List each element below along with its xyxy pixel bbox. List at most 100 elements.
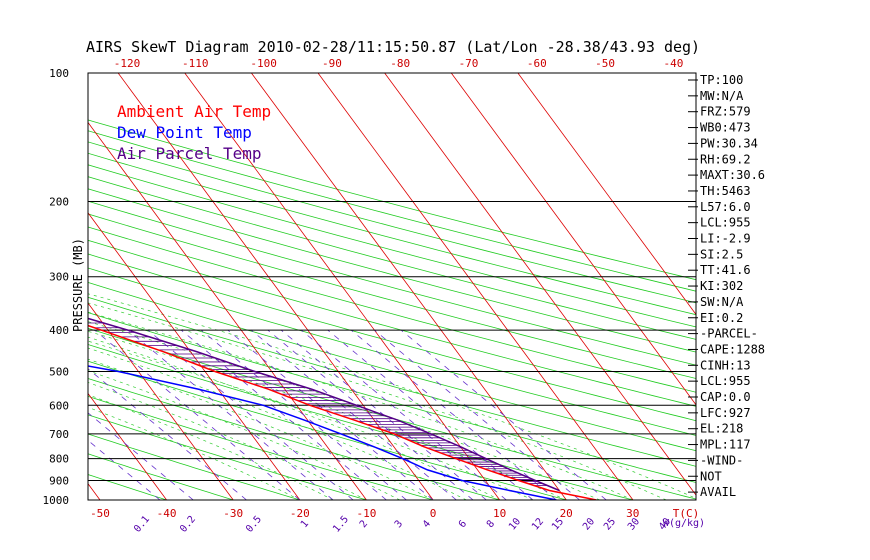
- index-entry: MW:N/A: [700, 89, 744, 103]
- mixing-ratio-tick-label: 0.2: [178, 514, 198, 535]
- mixing-ratio-line: [374, 329, 580, 500]
- pressure-tick-label: 300: [49, 271, 69, 284]
- isotherm-line: [317, 73, 634, 500]
- bottom-temperature-tick-labels: -50 -40 -30 -20 -10 0 10 20 30 T(C): [90, 507, 699, 520]
- index-entry: CAPE:1288: [700, 342, 765, 356]
- index-entry: WB0:473: [700, 121, 751, 135]
- index-entry: SI:2.5: [700, 247, 743, 261]
- bottom-temp-tick-label: 30: [626, 507, 639, 520]
- pressure-tick-labels: 100 200 300 400 500 600 700 800 900 1000: [43, 67, 70, 507]
- mixing-ratio-tick-label: 2: [358, 519, 370, 531]
- dry-adiabat-line: [88, 200, 696, 366]
- dry-adiabat-line: [88, 253, 696, 422]
- moist-adiabat-line: [88, 321, 600, 500]
- bottom-temp-tick-label: -40: [157, 507, 177, 520]
- top-temp-tick-label: -90: [322, 57, 342, 70]
- index-entry: TP:100: [700, 73, 743, 87]
- top-temp-tick-label: -60: [527, 57, 547, 70]
- moist-adiabat-line: [88, 347, 467, 500]
- pressure-tick-label: 800: [49, 453, 69, 466]
- dry-adiabat-line: [88, 188, 696, 353]
- pressure-tick-label: 1000: [43, 494, 70, 507]
- mixing-ratio-tick-label: 25: [602, 516, 618, 532]
- index-entry: LCL:955: [700, 216, 751, 230]
- bottom-temp-tick-label: 0: [430, 507, 437, 520]
- pressure-tick-label: 600: [49, 399, 69, 412]
- top-temperature-tick-labels: -120 -110 -100 -90 -80 -70 -60 -50 -40: [114, 57, 684, 70]
- chart-title: AIRS SkewT Diagram 2010-02-28/11:15:50.8…: [86, 38, 700, 56]
- mixing-ratio-line: [350, 329, 557, 500]
- bottom-temp-tick-label: -10: [356, 507, 376, 520]
- pressure-tick-label: 500: [49, 365, 69, 378]
- mixing-ratio-tick-label: 3: [393, 519, 405, 531]
- dry-adiabat-line: [88, 226, 696, 393]
- legend-entry: Dew Point Temp: [117, 123, 252, 142]
- index-entry: -WIND-: [700, 453, 743, 467]
- index-entry: TH:5463: [700, 184, 751, 198]
- dry-adiabat-line: [88, 152, 696, 316]
- mixing-ratio-line: [300, 329, 507, 500]
- mixing-ratio-line: [88, 412, 194, 500]
- mixing-ratio-line: [94, 329, 301, 500]
- index-entry: L57:6.0: [700, 200, 751, 214]
- bottom-temp-tick-label: -20: [290, 507, 310, 520]
- pressure-tick-label: 400: [49, 324, 69, 337]
- index-entry: EL:218: [700, 422, 743, 436]
- dry-adiabat-line: [88, 378, 502, 500]
- mixing-ratio-tick-label: 4: [421, 519, 433, 531]
- isotherm-line: [384, 73, 696, 496]
- dry-adiabat-line: [88, 282, 696, 452]
- top-temp-tick-label: -120: [114, 57, 141, 70]
- mixing-ratio-line: [88, 368, 247, 500]
- moist-adiabat-line: [88, 293, 696, 499]
- isotherm-line: [251, 73, 567, 500]
- mixing-ratio-tick-label: 0.1: [132, 514, 152, 535]
- mixing-ratio-tick-label: 8: [485, 519, 497, 531]
- dry-adiabat-line: [88, 239, 696, 407]
- mixing-ratio-line: [327, 329, 534, 500]
- isotherm-line: [450, 73, 696, 406]
- dry-adiabat-line: [88, 141, 696, 304]
- dry-adiabat-line: [88, 176, 696, 340]
- top-temp-tick-label: -40: [663, 57, 683, 70]
- mixing-ratio-line: [400, 329, 607, 500]
- mixing-ratio-axis-label: W(g/kg): [663, 518, 705, 529]
- pressure-tick-label: 200: [49, 196, 69, 209]
- dry-adiabat-line: [88, 130, 696, 292]
- profile-line: [88, 324, 597, 500]
- index-entry: PW:30.34: [700, 136, 758, 150]
- index-entry: TT:41.6: [700, 263, 751, 277]
- index-entry: NOT: [700, 469, 722, 483]
- mixing-ratio-tick-label: 0.5: [244, 514, 264, 535]
- mixing-ratio-line: [127, 329, 334, 500]
- index-entry: FRZ:579: [700, 105, 751, 119]
- index-entry: MAXT:30.6: [700, 168, 765, 182]
- mixing-ratio-tick-label: 12: [530, 516, 546, 532]
- index-entry: CAP:0.0: [700, 390, 751, 404]
- isotherm-line: [88, 392, 167, 500]
- bottom-temp-tick-label: 20: [560, 507, 573, 520]
- mixing-ratio-tick-label: 10: [507, 516, 523, 532]
- top-temp-tick-label: -50: [595, 57, 615, 70]
- isotherm-line: [88, 302, 234, 500]
- top-temp-tick-label: -100: [250, 57, 277, 70]
- top-temp-tick-label: -110: [182, 57, 209, 70]
- dry-adiabat-line: [88, 312, 696, 483]
- index-entry: LI:-2.9: [700, 232, 751, 246]
- dry-adiabat-line: [88, 360, 568, 500]
- mixing-ratio-tick-labels: 0.1 0.2 0.5 1 1.5 2 3 4 6 8 10 12 15 20 25 30 40W(g/kg): [132, 514, 705, 535]
- mixing-ratio-tick-label: 20: [581, 516, 597, 532]
- index-entry: SW:N/A: [700, 295, 744, 309]
- mixing-ratio-line: [250, 329, 457, 500]
- dry-adiabat-line: [88, 474, 168, 500]
- bottom-temp-tick-label: -30: [223, 507, 243, 520]
- dry-adiabat-line: [88, 119, 696, 281]
- mixing-ratio-line: [200, 329, 407, 500]
- legend: Ambient Air Temp Dew Point Temp Air Parcel…: [117, 102, 271, 163]
- index-entry: -PARCEL-: [700, 327, 758, 341]
- sounding-profiles: [88, 317, 597, 500]
- mixing-ratio-tick-label: 6: [457, 519, 469, 531]
- mixing-ratio-line: [147, 329, 354, 500]
